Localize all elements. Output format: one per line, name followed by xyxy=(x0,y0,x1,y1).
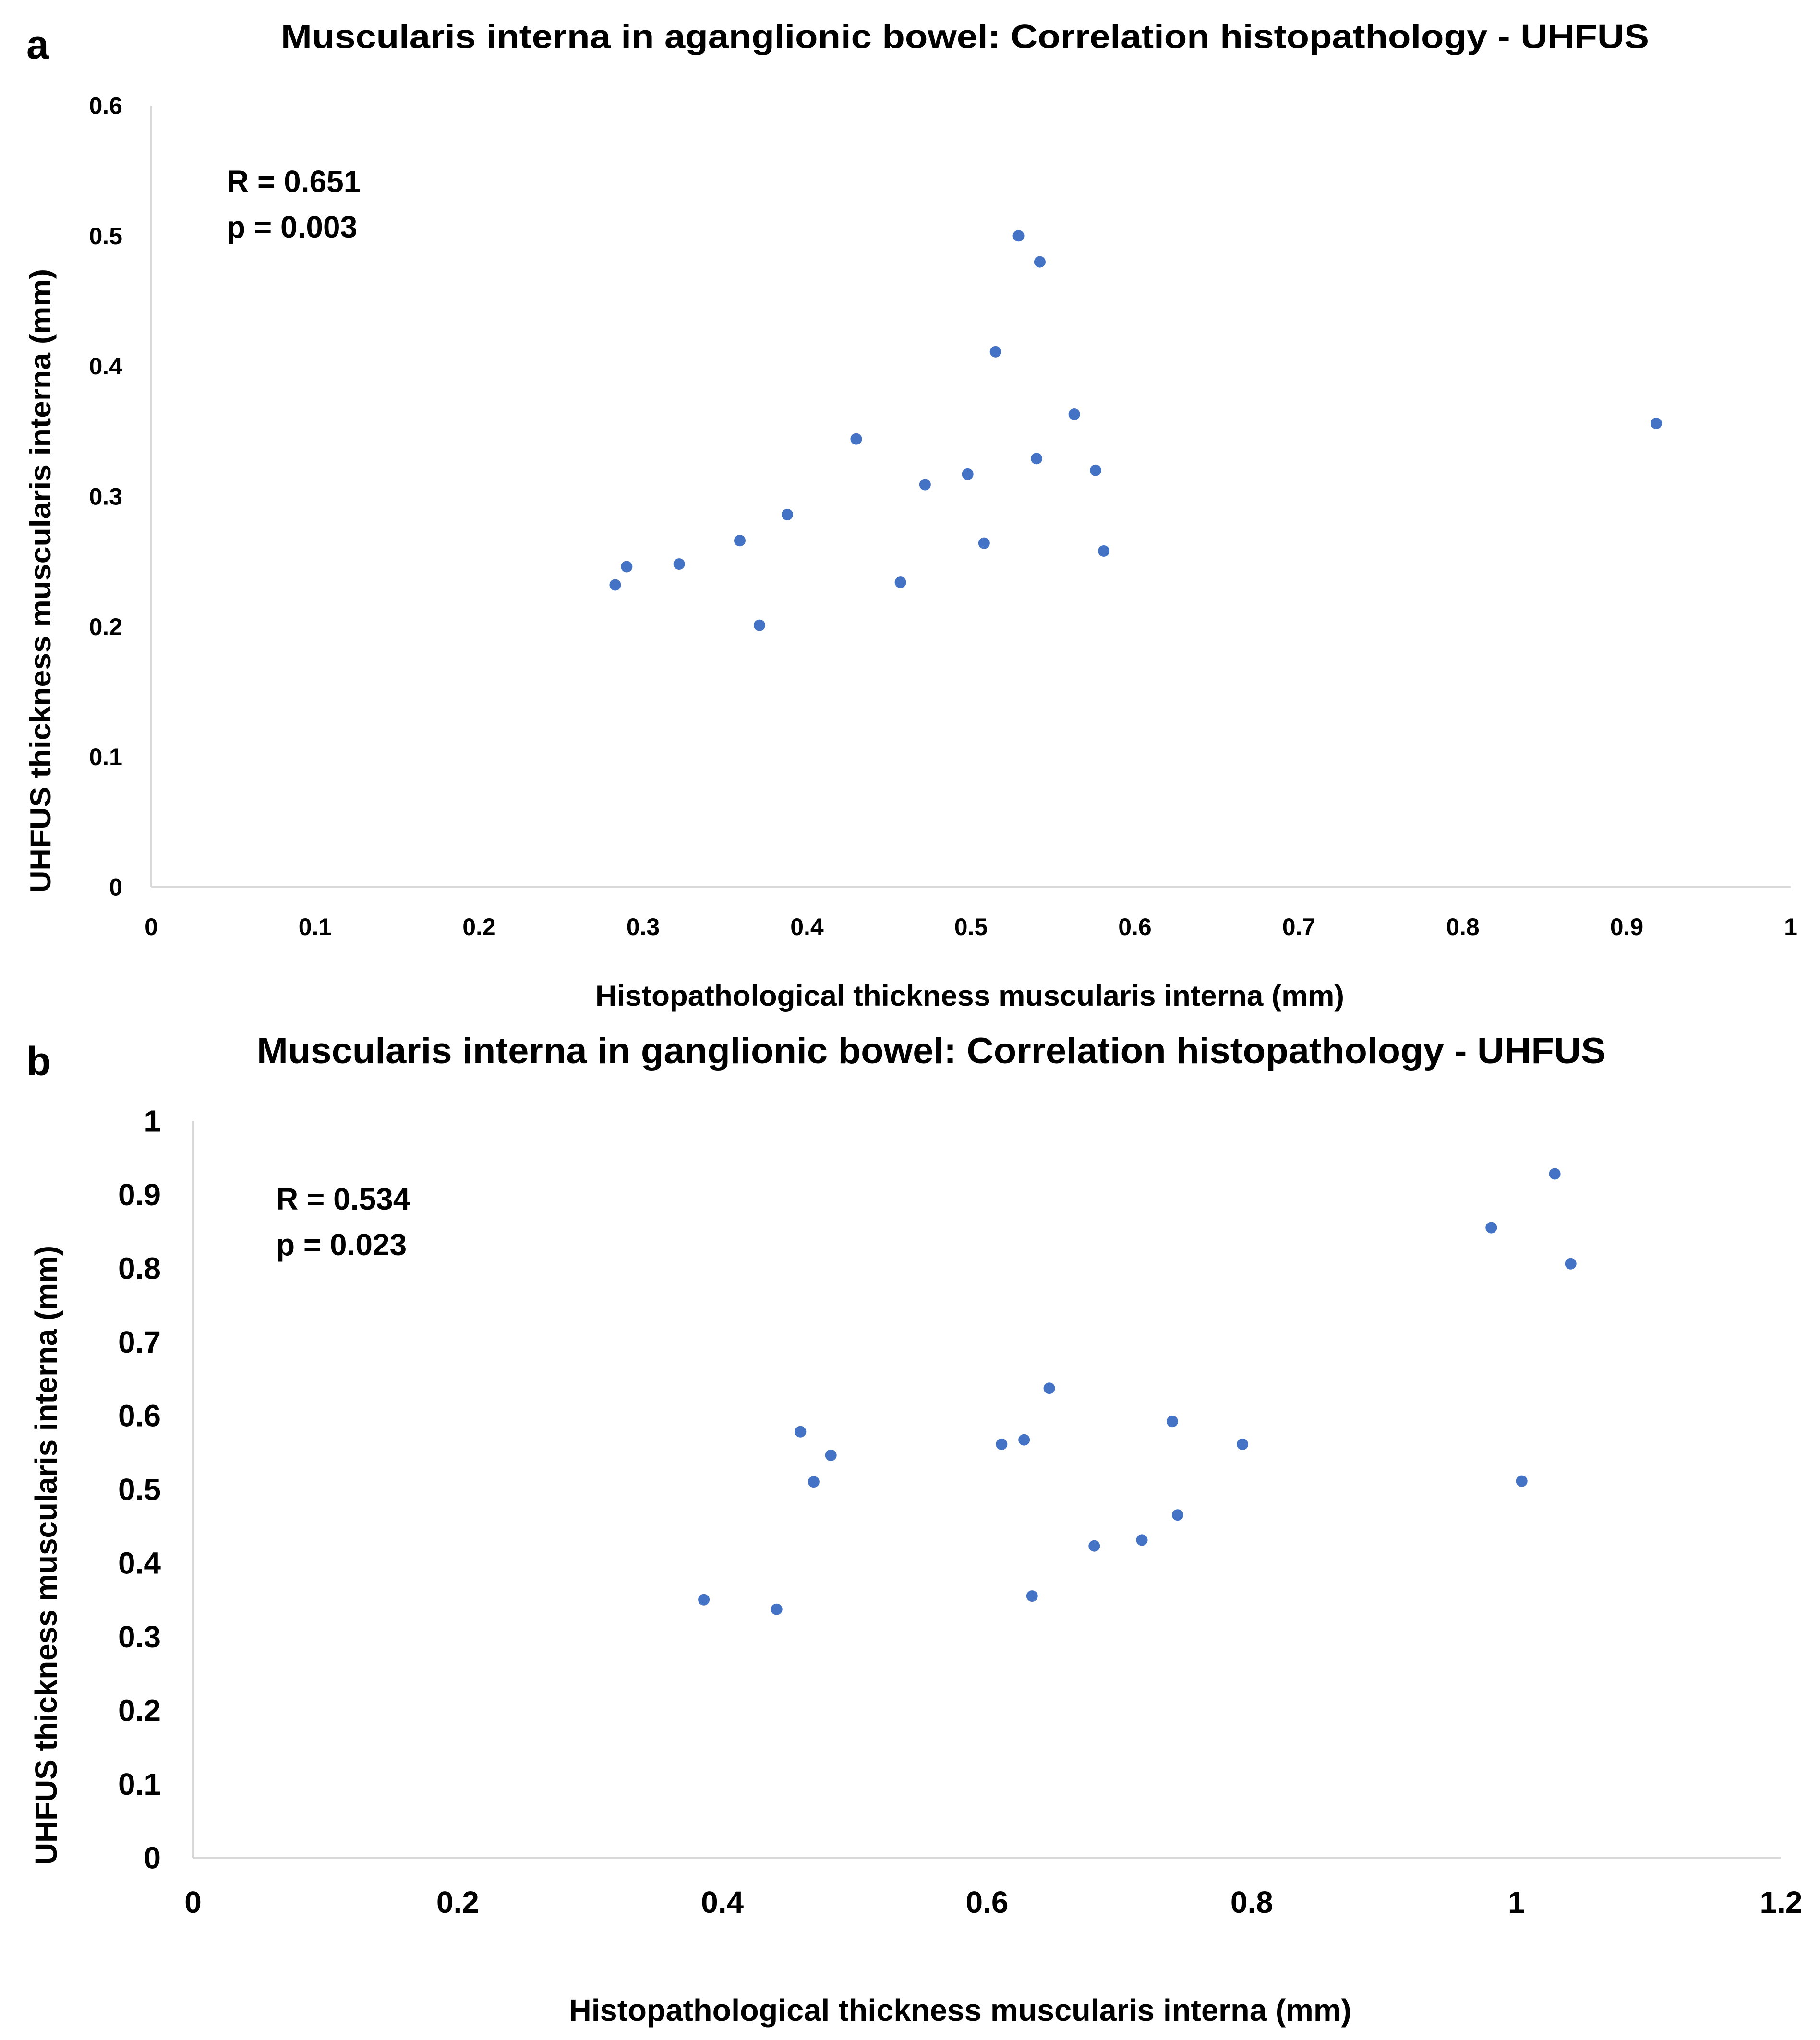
data-point xyxy=(1031,453,1043,465)
data-point xyxy=(1549,1168,1561,1180)
data-point xyxy=(1565,1258,1577,1270)
chart-title-a: Muscularis interna in aganglionic bowel:… xyxy=(281,18,1649,55)
data-points-b xyxy=(698,1168,1577,1615)
x-tick-label: 0.5 xyxy=(954,913,988,940)
y-tick-label: 0.7 xyxy=(118,1325,161,1359)
data-point xyxy=(1098,545,1110,557)
data-point xyxy=(1485,1222,1497,1234)
data-point xyxy=(1026,1590,1038,1602)
y-tick-label: 1 xyxy=(144,1104,161,1138)
x-tick-label: 0.9 xyxy=(1610,913,1644,940)
x-tick-label: 0.2 xyxy=(436,1885,479,1920)
data-point xyxy=(698,1594,710,1606)
x-tick-label: 1 xyxy=(1784,913,1797,940)
y-tick-label: 0.3 xyxy=(118,1620,161,1654)
x-tick-label: 1 xyxy=(1508,1885,1525,1920)
x-tick-label: 1.2 xyxy=(1760,1885,1803,1920)
x-tick-label: 0.7 xyxy=(1282,913,1316,940)
y-tick-label: 0 xyxy=(144,1840,161,1875)
x-tick-label: 0.6 xyxy=(1118,913,1152,940)
x-tick-label: 0 xyxy=(145,913,158,940)
x-tick-label: 0.8 xyxy=(1446,913,1480,940)
data-point xyxy=(753,619,765,631)
x-tick-label: 0.6 xyxy=(966,1885,1009,1920)
x-tick-label: 0 xyxy=(184,1885,202,1920)
data-point xyxy=(825,1449,837,1461)
y-axis-label-a: UHFUS thickness muscularis interna (mm) xyxy=(24,269,57,893)
y-tick-label: 0.4 xyxy=(118,1546,161,1580)
y-tick-label: 0.1 xyxy=(89,744,122,770)
y-tick-label: 0.6 xyxy=(118,1398,161,1433)
data-point xyxy=(894,576,906,588)
panel-label-a: a xyxy=(26,22,49,67)
y-tick-label: 0.3 xyxy=(89,483,122,510)
data-point xyxy=(795,1426,807,1438)
data-point xyxy=(1034,256,1046,268)
annotation-p-b: p = 0.023 xyxy=(276,1227,407,1262)
tick-labels-a: 0 0.1 0.2 0.3 0.4 0.5 0.6 0.7 0.8 0.9 1 0 0.1 0.2 0.3 0… xyxy=(89,93,1797,941)
data-point xyxy=(850,433,862,445)
data-point xyxy=(1090,464,1102,476)
data-point xyxy=(1237,1438,1249,1450)
data-point xyxy=(962,468,974,480)
x-tick-label: 0.2 xyxy=(462,913,496,940)
y-tick-label: 0 xyxy=(109,874,122,901)
y-tick-label: 0.8 xyxy=(118,1251,161,1285)
panel-b: b Muscularis interna in ganglionic bowel… xyxy=(26,1031,1802,2028)
data-point xyxy=(1136,1534,1148,1546)
y-tick-label: 0.5 xyxy=(118,1472,161,1507)
y-tick-label: 0.4 xyxy=(89,353,122,380)
tick-labels-b: 0 0.2 0.4 0.6 0.8 1 1.2 0 0.1 0.2 0.3 0.4 0.5 0.6 0.7 0… xyxy=(118,1104,1802,1920)
data-point xyxy=(996,1438,1008,1450)
x-axis-label-b: Histopathological thickness muscularis i… xyxy=(569,1993,1351,2028)
data-point xyxy=(1043,1382,1055,1394)
data-point xyxy=(978,537,990,549)
panel-a: a Muscularis interna in aganglionic bowe… xyxy=(24,18,1797,1012)
x-axis-label-a: Histopathological thickness muscularis i… xyxy=(595,980,1344,1012)
data-point xyxy=(1088,1540,1100,1552)
data-point xyxy=(1171,1509,1183,1521)
y-tick-label: 0.6 xyxy=(89,93,122,120)
data-point xyxy=(621,561,633,573)
panel-label-b: b xyxy=(26,1039,51,1084)
y-tick-label: 0.1 xyxy=(118,1767,161,1801)
data-point xyxy=(1516,1475,1528,1487)
data-points-a xyxy=(609,230,1662,631)
y-tick-label: 0.5 xyxy=(89,223,122,250)
y-tick-label: 0.2 xyxy=(118,1693,161,1728)
data-point xyxy=(808,1476,820,1488)
data-point xyxy=(919,479,931,491)
x-tick-label: 0.4 xyxy=(790,913,824,940)
data-point xyxy=(1650,418,1662,430)
y-axis-label-b: UHFUS thickness muscularis interna (mm) xyxy=(29,1246,63,1865)
data-point xyxy=(734,535,746,547)
data-point xyxy=(771,1603,783,1615)
x-tick-label: 0.1 xyxy=(299,913,332,940)
y-tick-label: 0.2 xyxy=(89,613,122,640)
data-point xyxy=(1068,408,1080,420)
data-point xyxy=(609,579,621,591)
annotation-r-a: R = 0.651 xyxy=(227,164,361,199)
data-point xyxy=(1166,1416,1178,1428)
x-tick-label: 0.3 xyxy=(627,913,660,940)
chart-title-b: Muscularis interna in ganglionic bowel: … xyxy=(257,1031,1606,1071)
data-point xyxy=(1018,1434,1030,1446)
data-point xyxy=(1012,230,1025,242)
x-tick-label: 0.8 xyxy=(1230,1885,1273,1920)
y-tick-label: 0.9 xyxy=(118,1177,161,1212)
annotation-p-a: p = 0.003 xyxy=(227,210,357,244)
data-point xyxy=(782,508,794,520)
data-point xyxy=(989,346,1001,358)
data-point xyxy=(673,558,685,570)
annotation-r-b: R = 0.534 xyxy=(276,1182,410,1216)
x-tick-label: 0.4 xyxy=(701,1885,744,1920)
